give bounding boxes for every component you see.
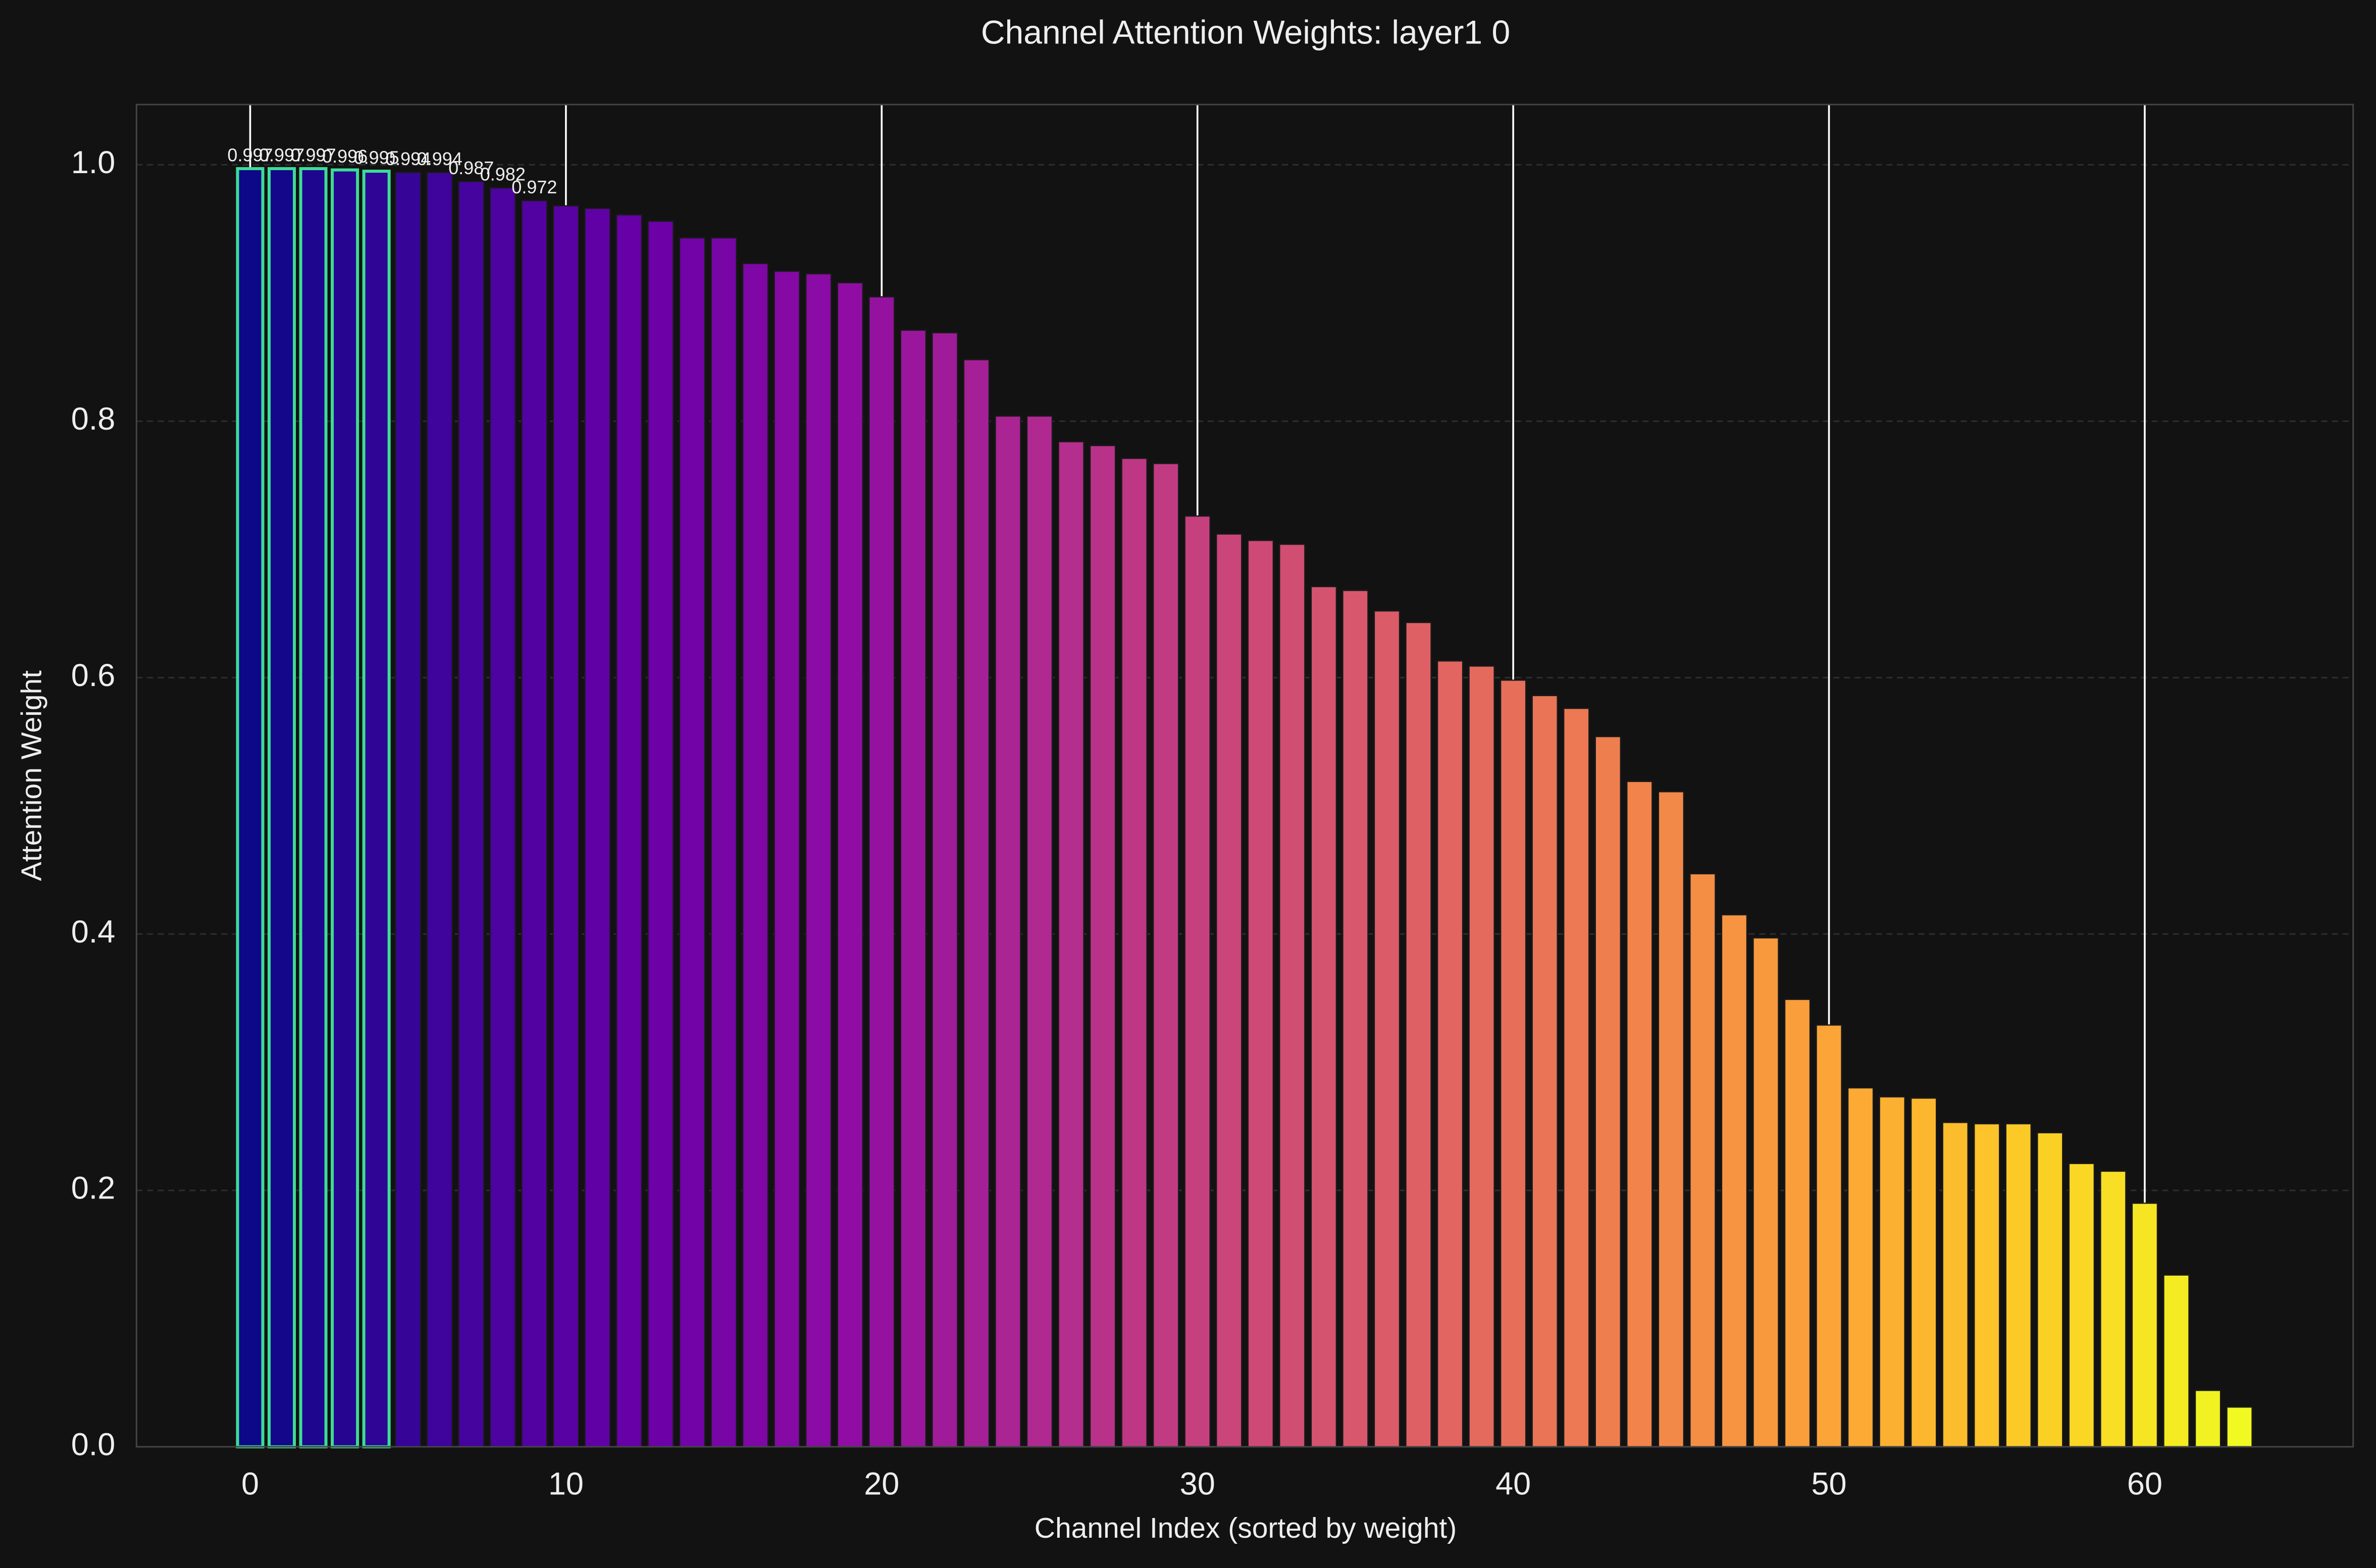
bar — [995, 415, 1021, 1448]
bar — [1373, 610, 1401, 1448]
bar — [679, 237, 706, 1448]
bar — [2037, 1132, 2063, 1448]
bar — [868, 296, 895, 1448]
bar — [1721, 914, 1748, 1448]
bar — [394, 172, 422, 1448]
bar — [2005, 1123, 2032, 1448]
y-tick-label: 0.6 — [71, 658, 116, 693]
bar — [2226, 1406, 2253, 1448]
x-tick-label: 20 — [864, 1467, 899, 1502]
bar — [331, 168, 359, 1448]
x-tick-label: 30 — [1180, 1467, 1215, 1502]
bar — [584, 207, 611, 1448]
bar — [2194, 1389, 2222, 1448]
x-tick-label: 40 — [1495, 1467, 1531, 1502]
y-tick-label: 0.4 — [71, 914, 116, 950]
bar — [647, 220, 674, 1448]
bar — [1216, 533, 1243, 1448]
bar — [1058, 441, 1084, 1448]
value-label: 0.987 — [448, 158, 494, 178]
bar — [1405, 621, 1432, 1448]
bar — [1531, 695, 1558, 1448]
bar — [837, 282, 863, 1448]
bar — [773, 271, 800, 1448]
bar — [1026, 415, 1053, 1448]
bar — [1184, 515, 1211, 1448]
y-tick-label: 0.2 — [71, 1171, 116, 1206]
y-tick-label: 0.0 — [71, 1427, 116, 1462]
x-axis-label: Channel Index (sorted by weight) — [1035, 1512, 1457, 1544]
bar — [1752, 937, 1779, 1448]
bar — [963, 359, 990, 1448]
value-label: 0.982 — [480, 164, 526, 185]
bar — [521, 200, 548, 1448]
bar — [2131, 1203, 2158, 1448]
bar — [236, 167, 265, 1448]
bar — [742, 263, 769, 1448]
bar — [1310, 586, 1337, 1448]
bar — [900, 329, 927, 1448]
bar — [1879, 1096, 1905, 1448]
value-label: 0.997 — [291, 145, 336, 166]
bar — [1847, 1087, 1874, 1448]
x-tick-label: 10 — [548, 1467, 584, 1502]
bar — [1942, 1122, 1969, 1448]
bar — [805, 273, 832, 1448]
bar — [1500, 680, 1527, 1448]
y-tick-label: 0.8 — [71, 401, 116, 437]
value-label: 0.995 — [354, 147, 399, 168]
bar — [932, 332, 958, 1448]
plot-frame — [135, 103, 2354, 1448]
value-label: 0.972 — [511, 177, 557, 197]
bar — [552, 205, 580, 1448]
bar — [2163, 1274, 2190, 1448]
x-tick-label: 60 — [2127, 1467, 2162, 1502]
bar — [1816, 1024, 1842, 1448]
bar — [1658, 791, 1685, 1448]
bar — [1626, 780, 1653, 1448]
bar — [362, 170, 391, 1448]
value-label: 0.994 — [385, 148, 431, 169]
bar — [458, 181, 485, 1448]
x-tick-label: 0 — [241, 1467, 259, 1502]
y-axis-label: Attention Weight — [15, 670, 47, 881]
y-tick-label: 1.0 — [71, 145, 116, 180]
value-label: 0.997 — [227, 145, 273, 166]
bar — [299, 167, 328, 1448]
value-label: 0.997 — [259, 145, 304, 166]
bar — [489, 187, 516, 1448]
bar — [710, 237, 737, 1448]
bar — [268, 167, 296, 1448]
bar — [615, 214, 643, 1448]
bar — [1089, 445, 1116, 1448]
bar — [1784, 999, 1811, 1448]
bar — [1279, 543, 1306, 1448]
bar — [1563, 707, 1590, 1448]
bar — [2100, 1170, 2127, 1448]
chart-title: Channel Attention Weights: layer1 0 — [981, 13, 1510, 50]
value-label: 0.996 — [322, 146, 368, 167]
bar — [1910, 1097, 1937, 1448]
bar — [2068, 1163, 2095, 1448]
bar — [426, 172, 453, 1448]
x-tick-label: 50 — [1812, 1467, 1847, 1502]
bar — [1247, 540, 1274, 1448]
bar — [1121, 457, 1148, 1448]
bar — [1436, 660, 1464, 1448]
bar — [1152, 462, 1179, 1448]
value-label: 0.994 — [417, 148, 462, 169]
bar — [1594, 736, 1621, 1448]
bar — [1689, 873, 1716, 1448]
bar — [1974, 1123, 2000, 1448]
bar — [1468, 665, 1495, 1448]
bar — [1342, 590, 1369, 1448]
